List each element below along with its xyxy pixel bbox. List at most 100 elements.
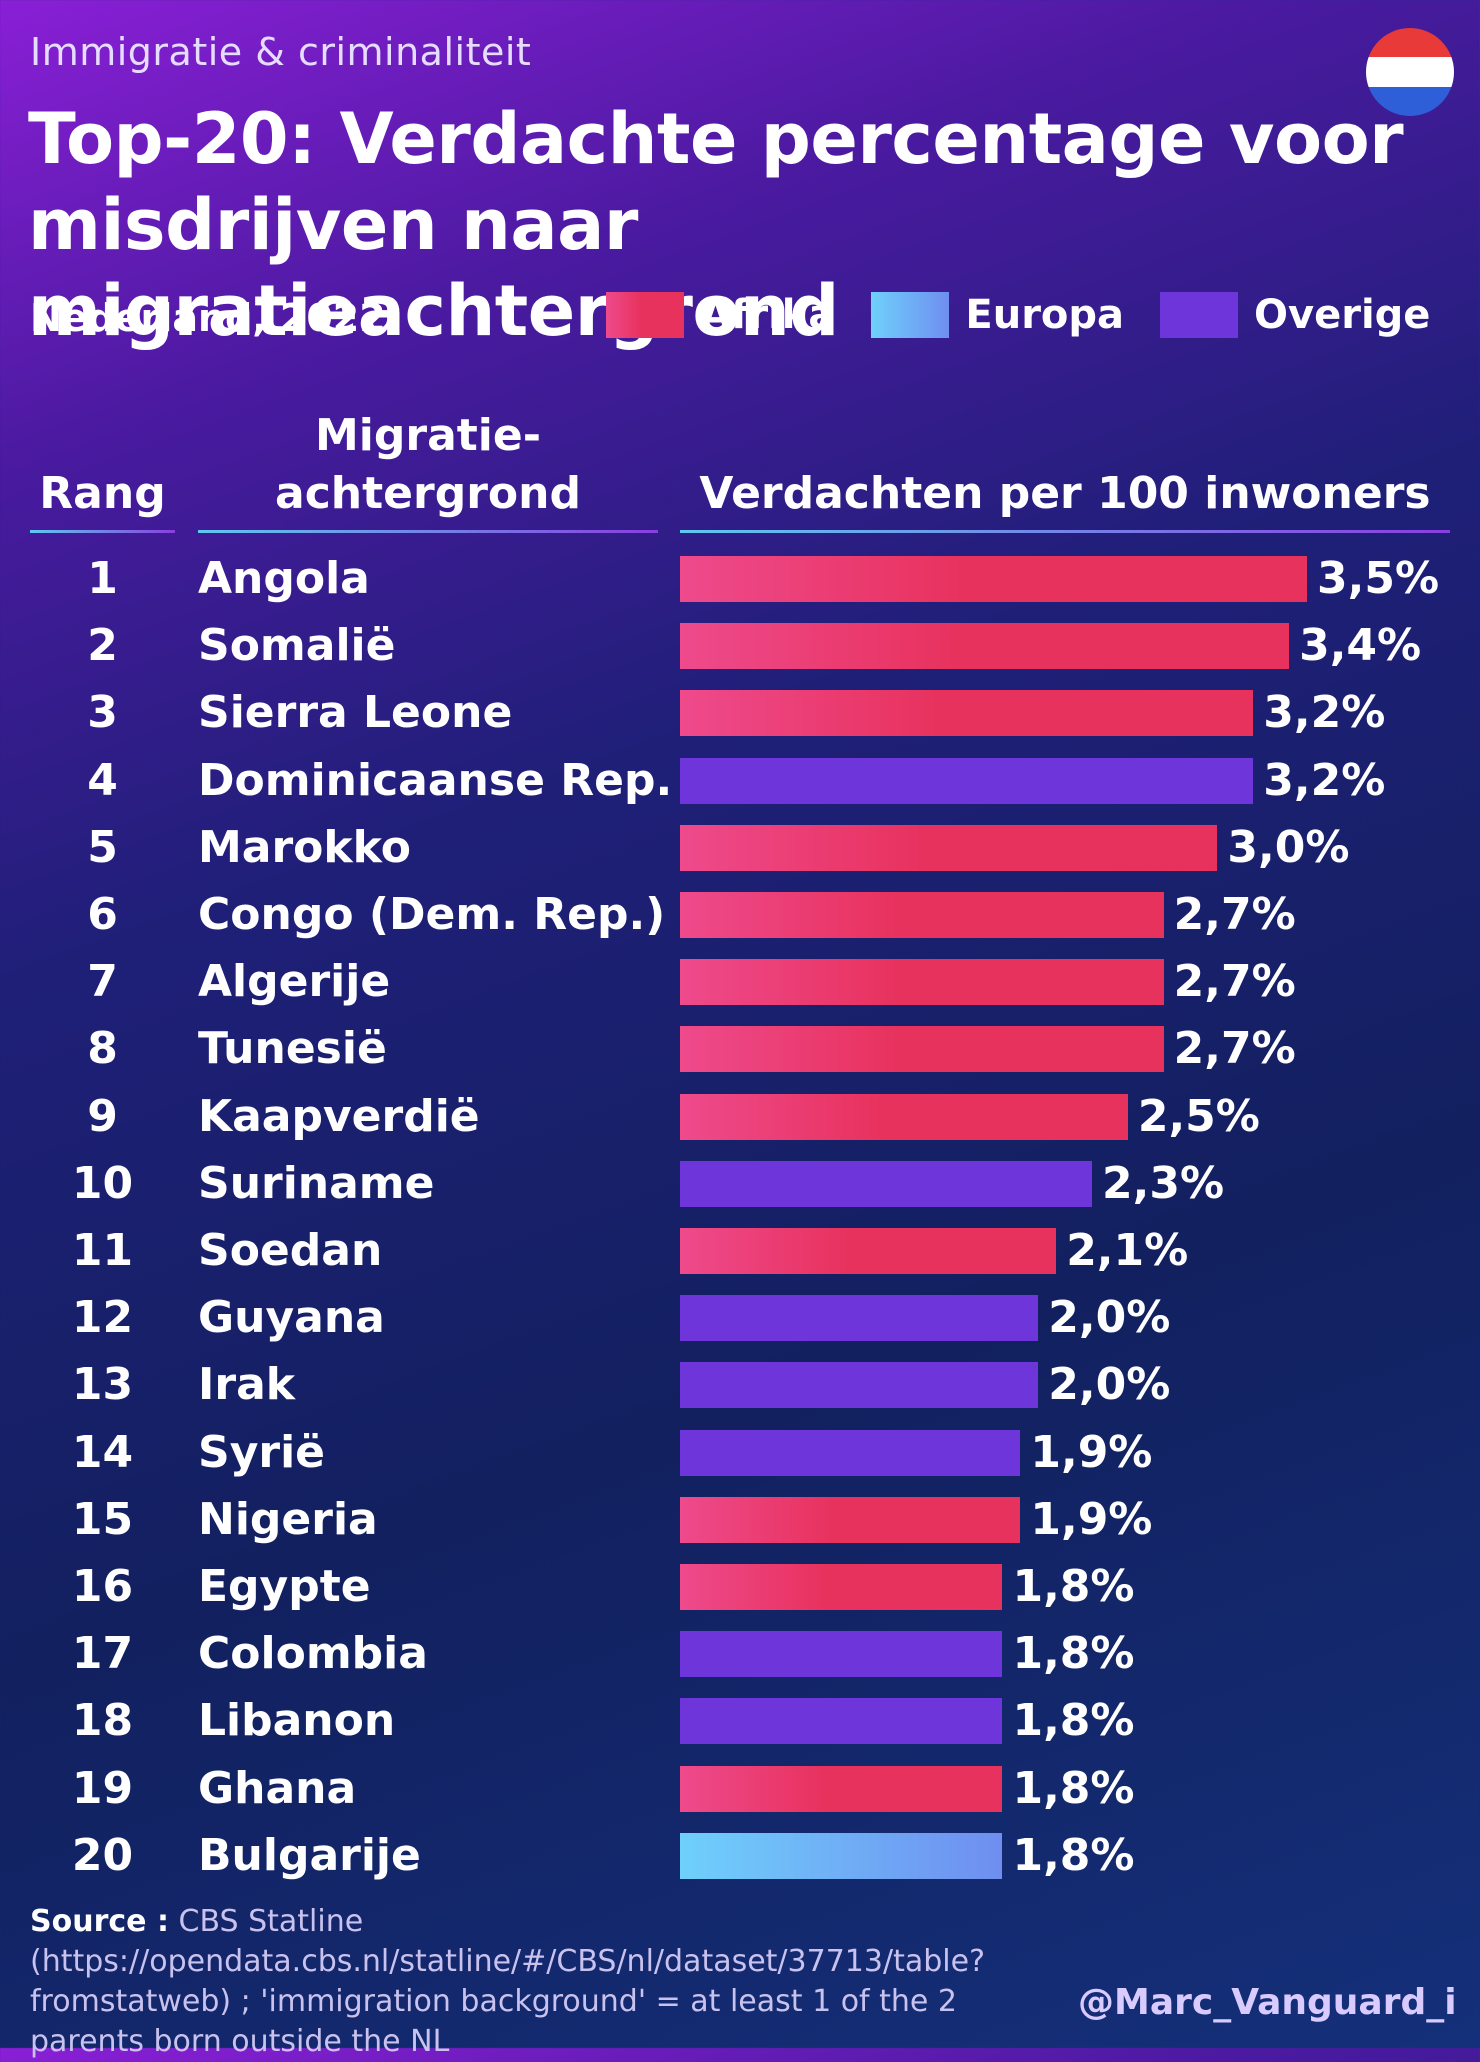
column-rule-country — [198, 530, 658, 533]
chart-row: 10 Suriname 2,3% — [0, 1150, 1480, 1217]
bar-europa — [680, 1832, 1003, 1879]
rank-label: 16 — [71, 1561, 134, 1612]
bar-overige — [680, 1295, 1039, 1342]
rank-label: 9 — [87, 1090, 118, 1142]
chart-subtitle: Nederland, 2022 — [30, 296, 386, 340]
country-label: Angola — [198, 553, 370, 604]
bar-overige — [680, 1698, 1003, 1745]
source-text: CBS Statline (https://opendata.cbs.nl/st… — [30, 1904, 985, 2059]
legend-swatch-europa — [871, 292, 950, 338]
value-label: 3,5% — [1317, 553, 1440, 604]
column-rule-value — [680, 530, 1450, 533]
rank-label: 12 — [71, 1292, 134, 1344]
country-label: Guyana — [198, 1292, 385, 1344]
column-header-value: Verdachten per 100 inwoners — [699, 468, 1431, 519]
bar-afrika — [680, 959, 1164, 1006]
legend-item-europa: Europa — [871, 292, 1124, 338]
rank-label: 11 — [71, 1225, 134, 1276]
rank-label: 18 — [71, 1695, 134, 1747]
legend-label-overige: Overige — [1254, 292, 1431, 338]
value-label: 1,8% — [1012, 1829, 1135, 1881]
country-label: Ghana — [198, 1762, 357, 1814]
legend-item-afrika: Afrika — [606, 292, 835, 338]
chart-row: 5 Marokko 3,0% — [0, 814, 1480, 881]
value-label: 1,8% — [1012, 1695, 1135, 1747]
column-header-country: Migratie- achtergrond — [198, 407, 658, 523]
value-label: 2,7% — [1173, 956, 1296, 1008]
country-label: Somalië — [198, 620, 396, 672]
country-label: Irak — [198, 1359, 296, 1411]
country-label: Bulgarije — [198, 1829, 421, 1881]
flag-stripe-red — [1366, 28, 1454, 58]
chart-row: 17 Colombia 1,8% — [0, 1620, 1480, 1687]
rank-label: 3 — [87, 687, 118, 739]
chart-row: 9 Kaapverdië 2,5% — [0, 1083, 1480, 1150]
chart-row: 4 Dominicaanse Rep. 3,2% — [0, 747, 1480, 814]
value-label: 2,7% — [1173, 889, 1296, 940]
legend-label-europa: Europa — [965, 292, 1125, 338]
country-label: Syrië — [198, 1426, 325, 1478]
rank-label: 19 — [71, 1762, 134, 1814]
chart-row: 12 Guyana 2,0% — [0, 1284, 1480, 1351]
rank-label: 15 — [71, 1493, 134, 1545]
country-label: Soedan — [198, 1225, 383, 1276]
country-label: Congo (Dem. Rep.) — [198, 889, 666, 940]
value-label: 2,1% — [1066, 1225, 1189, 1276]
rank-label: 5 — [87, 821, 118, 873]
bar-overige — [680, 1362, 1039, 1409]
rank-label: 1 — [87, 553, 118, 604]
flag-stripe-white — [1366, 57, 1454, 87]
eyebrow-label: Immigratie & criminaliteit — [30, 30, 532, 74]
rank-label: 4 — [87, 754, 118, 806]
rank-label: 13 — [71, 1359, 134, 1411]
chart-row: 3 Sierra Leone 3,2% — [0, 679, 1480, 746]
country-label: Kaapverdië — [198, 1090, 480, 1142]
legend: Afrika Europa Overige — [606, 292, 1430, 338]
value-label: 2,3% — [1102, 1157, 1225, 1209]
bar-afrika — [680, 1093, 1128, 1140]
chart-row: 11 Soedan 2,1% — [0, 1217, 1480, 1284]
chart-row: 14 Syrië 1,9% — [0, 1419, 1480, 1486]
bar-afrika — [680, 623, 1290, 670]
chart-title: Top-20: Verdachte percentage voor misdri… — [28, 98, 1404, 352]
column-header-country-line2: achtergrond — [275, 468, 581, 519]
value-label: 2,0% — [1048, 1359, 1171, 1411]
value-label: 1,9% — [1030, 1493, 1153, 1545]
bar-overige — [680, 1631, 1003, 1678]
rank-label: 10 — [71, 1157, 134, 1209]
chart-row: 13 Irak 2,0% — [0, 1351, 1480, 1418]
rank-label: 17 — [71, 1628, 134, 1680]
bar-afrika — [680, 1496, 1021, 1543]
bar-overige — [680, 1160, 1093, 1207]
bar-afrika — [680, 1564, 1003, 1610]
bar-afrika — [680, 892, 1164, 938]
rank-label: 8 — [87, 1023, 118, 1075]
value-label: 3,0% — [1227, 821, 1350, 873]
chart-row: 19 Ghana 1,8% — [0, 1755, 1480, 1822]
chart-row: 8 Tunesië 2,7% — [0, 1015, 1480, 1082]
country-label: Nigeria — [198, 1493, 378, 1545]
country-label: Tunesië — [198, 1023, 387, 1075]
column-rule-rank — [30, 530, 175, 533]
netherlands-flag-icon — [1366, 28, 1454, 116]
legend-label-afrika: Afrika — [700, 292, 836, 338]
value-label: 2,7% — [1173, 1023, 1296, 1075]
value-label: 3,4% — [1299, 620, 1422, 672]
value-label: 2,0% — [1048, 1292, 1171, 1344]
chart-row: 18 Libanon 1,8% — [0, 1687, 1480, 1754]
bar-afrika — [680, 824, 1218, 871]
rank-label: 6 — [87, 889, 118, 940]
bar-overige — [680, 1429, 1021, 1476]
value-label: 3,2% — [1263, 687, 1386, 739]
legend-item-overige: Overige — [1160, 292, 1430, 338]
country-label: Sierra Leone — [198, 687, 513, 739]
value-label: 1,8% — [1012, 1762, 1135, 1814]
country-label: Marokko — [198, 821, 411, 873]
column-header-rank: Rang — [39, 468, 166, 519]
chart-row: 15 Nigeria 1,9% — [0, 1486, 1480, 1553]
country-label: Libanon — [198, 1695, 396, 1747]
country-label: Suriname — [198, 1157, 435, 1209]
country-label: Egypte — [198, 1561, 371, 1612]
value-label: 1,8% — [1012, 1628, 1135, 1680]
value-label: 3,2% — [1263, 754, 1386, 806]
